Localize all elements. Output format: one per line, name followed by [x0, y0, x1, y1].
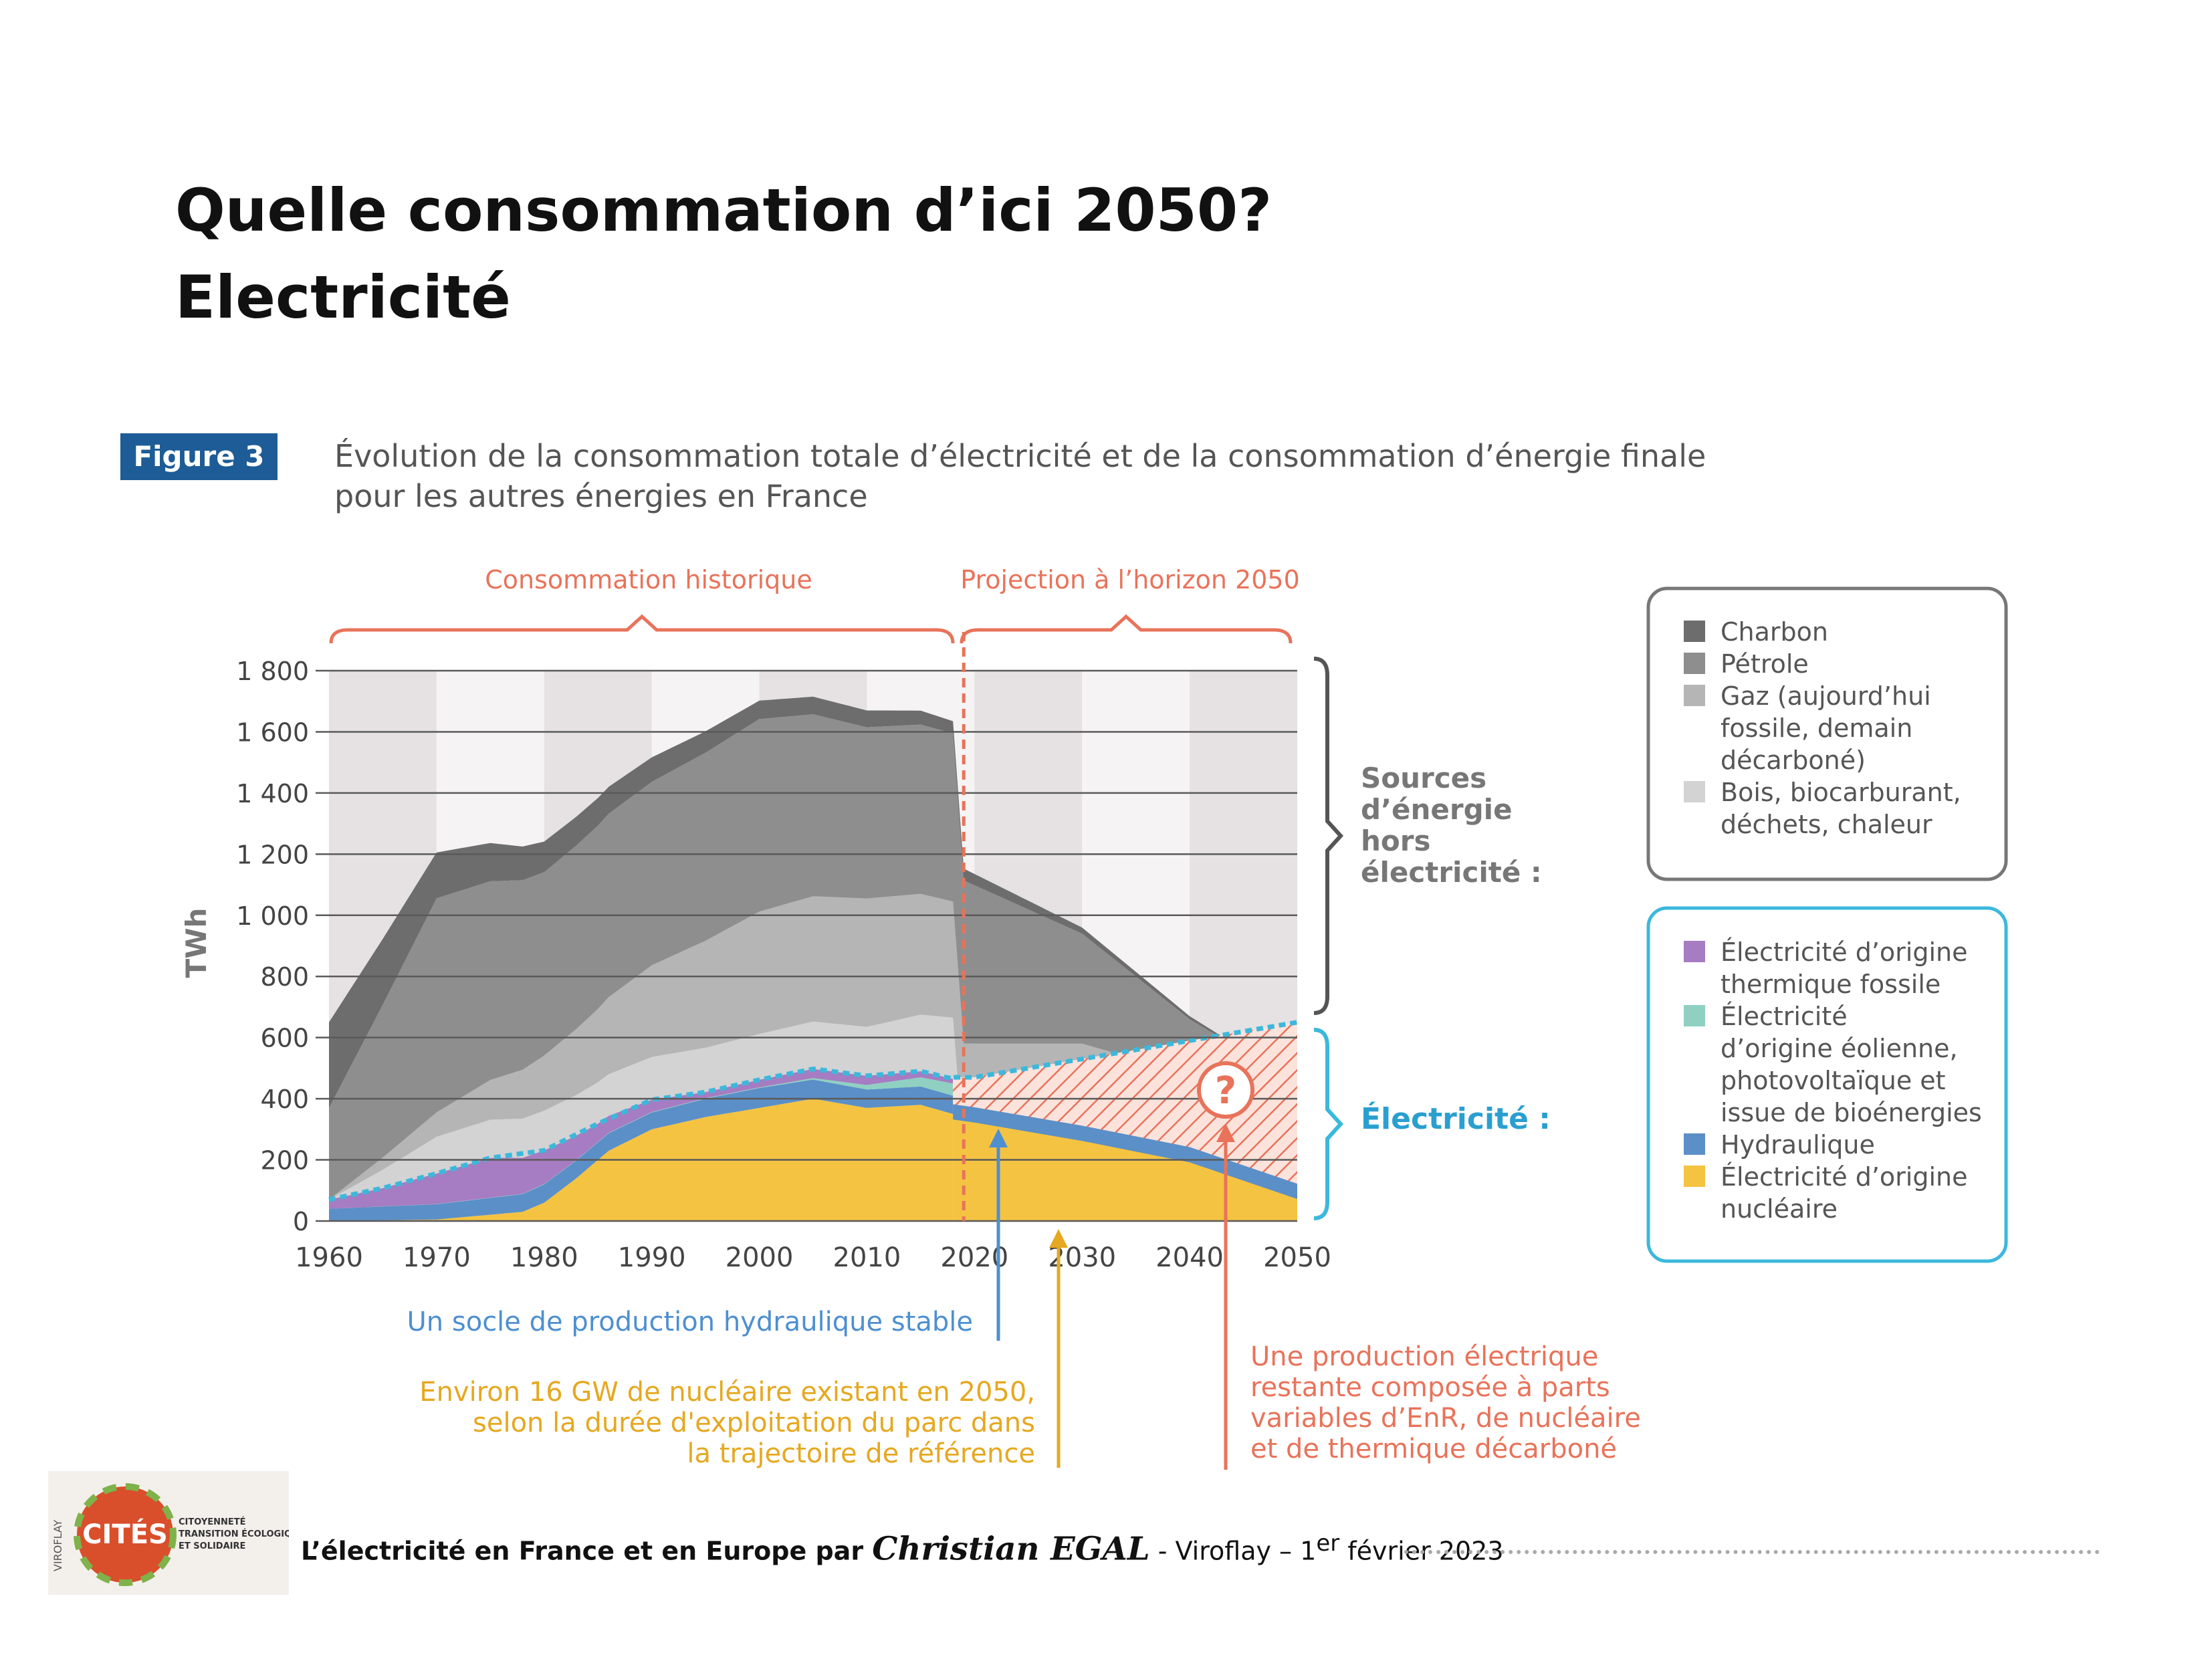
y-tick-label: 800: [260, 962, 309, 992]
hydro-annotation: Un socle de production hydraulique stabl…: [407, 1307, 973, 1337]
logo-text: CITÉS: [82, 1518, 168, 1550]
legend-label: fossile, demain: [1721, 713, 1912, 743]
sources-brace: [1313, 657, 1344, 1015]
legend-label: Gaz (aujourd’hui: [1721, 681, 1931, 711]
legend-label: Électricité d’origine: [1721, 937, 1968, 967]
x-tick-label: 1990: [618, 1242, 686, 1273]
x-tick-label: 2050: [1263, 1242, 1331, 1273]
legend-label: Électricité d’origine: [1721, 1162, 1968, 1192]
question-circle: [1197, 1061, 1254, 1119]
electricity-label: Électricité :: [1361, 1101, 1551, 1136]
slide-title: Quelle consommation d’ici 2050? Electric…: [175, 167, 1272, 341]
y-tick-label: 1 600: [236, 717, 309, 747]
legend-label: Charbon: [1721, 617, 1828, 647]
legend-label: déchets, chaleur: [1721, 810, 1932, 839]
slide-title-line1: Quelle consommation d’ici 2050?: [175, 176, 1273, 245]
x-tick-label: 2000: [726, 1242, 794, 1273]
area-series-2: [329, 1079, 954, 1221]
historic-brace: [329, 614, 955, 644]
legend-swatch: [1684, 653, 1705, 674]
legend-label: nucléaire: [1721, 1194, 1838, 1224]
mix-arrow-head: [1216, 1123, 1235, 1142]
projection-label: Projection à l’horizon 2050: [960, 565, 1300, 594]
hydro-arrow-head: [989, 1129, 1008, 1147]
legend-swatch: [1684, 1133, 1705, 1155]
figure-title-line2: pour les autres énergies en France: [334, 478, 868, 514]
area-series-7: [329, 714, 1297, 1200]
y-tick-label: 1 000: [236, 901, 309, 931]
figure-badge: Figure 3: [120, 433, 278, 480]
slide-title-line2: Electricité: [175, 263, 511, 332]
figure-title-line1: Évolution de la consommation totale d’él…: [334, 438, 1706, 474]
projection-mix-hatch: [953, 1022, 1297, 1188]
projection-hydro-band: [953, 1104, 1297, 1200]
legend-label: Hydraulique: [1721, 1130, 1875, 1159]
y-tick-label: 600: [260, 1024, 309, 1053]
logo-line-2: TRANSITION ÉCOLOGIQUE: [179, 1529, 289, 1539]
y-tick-label: 400: [260, 1085, 309, 1114]
footer-prefix: L’électricité en France et en Europe par: [301, 1536, 873, 1566]
mix-annotation-line: Une production électrique: [1250, 1341, 1598, 1372]
x-tick-label: 1980: [510, 1242, 578, 1273]
figure-title: Évolution de la consommation totale d’él…: [334, 436, 1706, 516]
x-tick-label: 2010: [833, 1242, 901, 1273]
logo-line-1: CITOYENNETÉ: [179, 1517, 246, 1527]
legend-label: Pétrole: [1721, 649, 1809, 679]
question-mark: ?: [1215, 1069, 1236, 1113]
logo-side-text: VIROFLAY: [51, 1519, 64, 1571]
x-tick-label: 2040: [1155, 1242, 1224, 1273]
projection-brace: [960, 614, 1293, 644]
legend-label: d’origine éolienne,: [1721, 1034, 1958, 1063]
legend-label: issue de bioénergies: [1721, 1098, 1982, 1127]
footer-place: - Viroflay – 1: [1149, 1536, 1317, 1566]
legend-label: photovoltaïque et: [1721, 1066, 1946, 1095]
sources-label-line: électricité :: [1361, 856, 1542, 889]
logo-line-3: ET SOLIDAIRE: [179, 1541, 245, 1551]
y-tick-label: 200: [260, 1146, 309, 1176]
legend-swatch: [1684, 1005, 1705, 1026]
legend-swatch: [1684, 621, 1705, 642]
legend-label: décarboné): [1721, 746, 1866, 775]
sources-label-line: hors: [1361, 824, 1430, 857]
legend-swatch: [1684, 685, 1705, 706]
mix-annotation-line: variables d’EnR, de nucléaire: [1250, 1403, 1641, 1434]
y-axis-label: TWh: [180, 908, 213, 978]
mix-annotation-line: et de thermique décarboné: [1250, 1434, 1617, 1464]
cites-logo: CITÉS VIROFLAY CITOYENNETÉ TRANSITION ÉC…: [48, 1471, 305, 1595]
footer-sup: er: [1316, 1530, 1340, 1557]
y-tick-label: 1 800: [236, 657, 309, 686]
legend-swatch: [1684, 781, 1705, 802]
nuclear-annotation-line: Environ 16 GW de nucléaire existant en 2…: [419, 1377, 1035, 1408]
footer: L’électricité en France et en Europe par…: [301, 1530, 1504, 1568]
nuclear-annotation-line: la trajectoire de référence: [687, 1438, 1035, 1469]
legend-label: Électricité: [1721, 1002, 1848, 1031]
legend-swatch: [1684, 941, 1705, 962]
projection-nuclear-area: [953, 1107, 1297, 1221]
electricity-brace: [1313, 1028, 1344, 1220]
legend-swatch: [1684, 1166, 1705, 1187]
footer-dotted-line: [1404, 1550, 2100, 1554]
electricity-total-line: [328, 1020, 1298, 1202]
area-series-4: [329, 1069, 954, 1209]
x-tick-label: 1970: [403, 1242, 471, 1273]
y-tick-label: 1 400: [236, 779, 309, 808]
legend-fossil-box: [1646, 586, 2008, 881]
footer-author: Christian EGAL: [872, 1530, 1150, 1568]
nuclear-arrow-head: [1049, 1229, 1068, 1248]
x-tick-label: 1960: [295, 1242, 363, 1273]
sources-label-line: d’énergie: [1361, 793, 1513, 826]
legend-label: Bois, biocarburant,: [1721, 778, 1961, 807]
nuclear-annotation-line: selon la durée d'exploitation du parc da…: [473, 1408, 1035, 1438]
y-tick-label: 0: [293, 1207, 309, 1236]
legend-label: thermique fossile: [1721, 970, 1941, 999]
y-tick-label: 1 200: [236, 840, 309, 869]
legend-electricity-box: [1646, 906, 2008, 1263]
sources-label-line: Sources: [1361, 762, 1486, 794]
historic-label: Consommation historique: [485, 565, 812, 594]
mix-annotation-line: restante composée à parts: [1250, 1372, 1610, 1403]
